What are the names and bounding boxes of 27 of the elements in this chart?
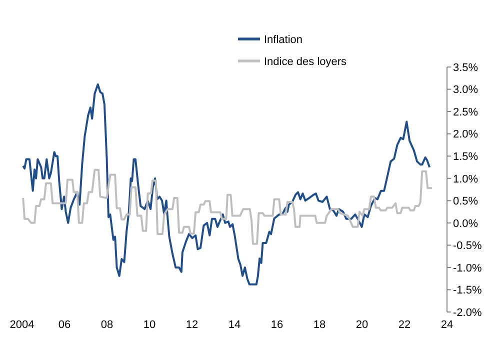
legend-label: Inflation bbox=[264, 34, 303, 46]
y-tick-label: 3.5% bbox=[453, 62, 478, 74]
line-series bbox=[22, 83, 431, 286]
x-tick-label: 14 bbox=[228, 318, 241, 331]
x-tick-label: 20 bbox=[356, 318, 368, 331]
y-tick-label: 0.5% bbox=[453, 196, 478, 208]
legend-label: Indice des loyers bbox=[264, 56, 347, 68]
y-tick-label: 1.0% bbox=[453, 173, 478, 186]
y-tick-label: 1.5% bbox=[453, 150, 478, 163]
y-tick-label: 2.0% bbox=[453, 128, 478, 141]
x-tick-label: 2004 bbox=[10, 318, 34, 331]
x-tick-label: 24 bbox=[440, 318, 454, 331]
y-tick-label: 3.0% bbox=[453, 84, 478, 96]
x-tick-label: 18 bbox=[313, 318, 326, 331]
x-tick-label: 08 bbox=[100, 318, 114, 331]
y-tick-label: -2.0% bbox=[453, 306, 482, 319]
x-tick-label: 16 bbox=[270, 318, 284, 331]
y-tick-label: 0.0% bbox=[453, 218, 478, 230]
y-tick-label: -1.0% bbox=[453, 262, 482, 274]
y-tick-label: 2.5% bbox=[453, 106, 478, 118]
x-tick-label: 22 bbox=[398, 318, 411, 331]
x-tick-label: 12 bbox=[186, 318, 198, 331]
x-tick-label: 06 bbox=[58, 318, 71, 331]
line-series bbox=[22, 168, 433, 245]
y-tick-label: -0.5% bbox=[453, 240, 482, 252]
x-tick-label: 10 bbox=[143, 318, 156, 331]
y-tick-label: -1.5% bbox=[453, 284, 482, 297]
